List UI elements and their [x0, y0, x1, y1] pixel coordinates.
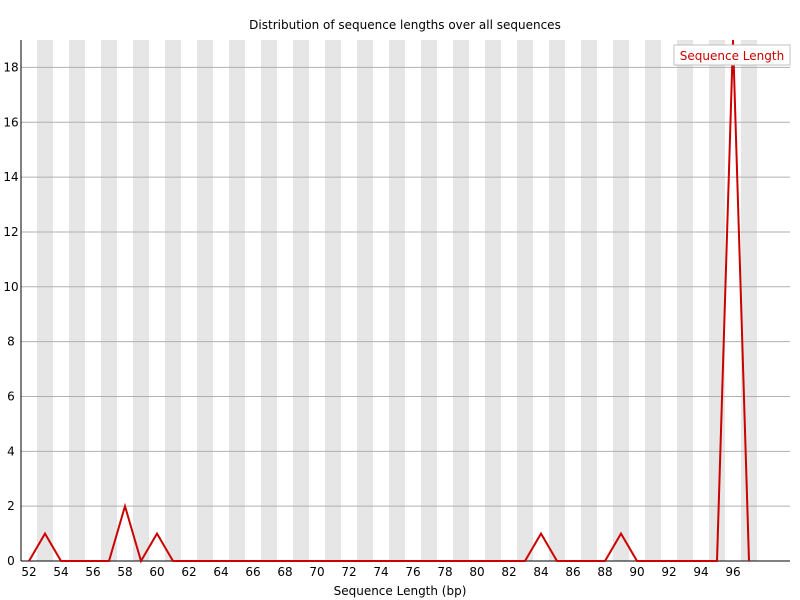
column-band	[325, 40, 341, 561]
y-tick-label: 18	[3, 60, 18, 74]
x-tick-labels: 52 54 56 58 60 62 64 66 68 70 72 74 76 78 80 82 84 86 88 90…	[21, 565, 740, 579]
y-tick-label: 2	[7, 499, 15, 513]
x-tick-label: 68	[277, 565, 292, 579]
y-tick-label: 16	[3, 115, 18, 129]
series-line	[28, 39, 750, 564]
column-band	[421, 40, 437, 561]
x-tick-label: 94	[693, 565, 708, 579]
x-axis-label: Sequence Length (bp)	[334, 584, 467, 598]
x-tick-label: 64	[213, 565, 228, 579]
column-band	[645, 40, 661, 561]
column-band	[133, 40, 149, 561]
column-bands	[37, 40, 757, 561]
x-tick-label: 84	[533, 565, 548, 579]
column-band	[549, 40, 565, 561]
column-band	[357, 40, 373, 561]
chart-title: Distribution of sequence lengths over al…	[249, 18, 561, 32]
column-band	[677, 40, 693, 561]
x-tick-label: 60	[149, 565, 164, 579]
y-tick-labels: 0 2 4 6 8 10 12 14 16 18	[3, 60, 18, 568]
x-tick-label: 52	[21, 565, 36, 579]
gridlines	[21, 66, 790, 507]
x-tick-label: 56	[85, 565, 100, 579]
legend: Sequence Length	[673, 44, 791, 66]
y-tick-label: 10	[3, 280, 18, 294]
x-tick-label: 90	[629, 565, 644, 579]
column-band	[293, 40, 309, 561]
series-lines	[28, 39, 750, 564]
legend-label: Sequence Length	[680, 49, 784, 63]
x-tick-label: 82	[501, 565, 516, 579]
column-band	[453, 40, 469, 561]
x-tick-label: 92	[661, 565, 676, 579]
column-band	[261, 40, 277, 561]
x-tick-label: 80	[469, 565, 484, 579]
y-tick-label: 14	[3, 170, 18, 184]
column-band	[709, 40, 725, 561]
x-tick-label: 86	[565, 565, 580, 579]
column-band	[613, 40, 629, 561]
legend-box	[673, 44, 791, 66]
y-tick-label: 0	[7, 554, 15, 568]
x-tick-label: 58	[117, 565, 132, 579]
column-band	[229, 40, 245, 561]
x-tick-label: 76	[405, 565, 420, 579]
column-band	[69, 40, 85, 561]
column-band	[741, 40, 757, 561]
column-band	[485, 40, 501, 561]
x-tick-label: 66	[245, 565, 260, 579]
column-band	[101, 40, 117, 561]
column-band	[165, 40, 181, 561]
x-tick-label: 78	[437, 565, 452, 579]
column-band	[37, 40, 53, 561]
x-tick-label: 88	[597, 565, 612, 579]
x-tick-label: 74	[373, 565, 388, 579]
column-band	[581, 40, 597, 561]
y-tick-label: 8	[7, 335, 15, 349]
column-band	[389, 40, 405, 561]
column-band	[517, 40, 533, 561]
y-tick-label: 12	[3, 225, 18, 239]
column-band	[197, 40, 213, 561]
x-tick-label: 72	[341, 565, 356, 579]
y-tick-label: 6	[7, 389, 15, 403]
x-tick-label: 62	[181, 565, 196, 579]
y-tick-label: 4	[7, 444, 15, 458]
x-tick-label: 96	[725, 565, 740, 579]
x-tick-label: 54	[53, 565, 68, 579]
x-tick-label: 70	[309, 565, 324, 579]
